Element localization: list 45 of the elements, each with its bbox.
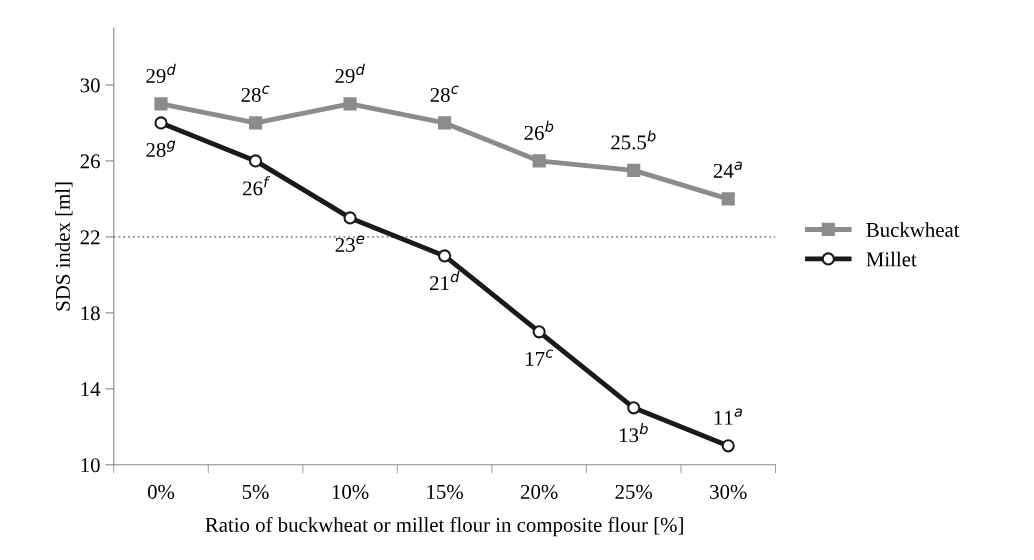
point [343,97,357,111]
data-label: 17$^{c}$ [526,349,554,366]
point [627,163,641,178]
data-label: 29$^{d}$ [146,63,176,83]
x-tick-label: 5% [242,484,269,499]
x-axis-title: Ratio of buckwheat or millet flour in composite flour [%] [205,517,683,537]
data-label: 26$^{b}$ [524,120,554,140]
data-label: 21$^{d}$ [430,270,460,290]
data-label: 28$^{c}$ [241,85,270,102]
data-label: 26$^{f}$ [243,176,271,196]
legend-label: Millet [866,251,917,267]
point [532,325,546,339]
y-tick-label: 30 [80,78,100,93]
data-label: 29$^{d}$ [335,63,365,83]
y-axis-title: SDS index [ml] [55,182,73,311]
point [721,192,735,206]
data-label: 13$^{b}$ [620,423,648,443]
point [438,116,452,130]
x-tick-label: 0% [147,484,175,499]
y-tick-label: 14 [81,382,101,397]
point [343,211,357,225]
point [248,154,263,168]
data-label: 23$^{e}$ [335,235,365,252]
point [627,401,641,415]
data-label: 25.5$^{b}$ [611,130,656,150]
y-tick-label: 18 [81,306,100,321]
x-tick-label: 20% [520,484,558,499]
legend-label: Buckwheat [866,222,960,237]
data-label: 24$^{a}$ [713,161,742,178]
y-tick-label: 10 [81,458,100,473]
y-tick-label: 22 [80,230,100,245]
x-tick-label: 10% [332,484,369,499]
data-label: 11$^{a}$ [714,408,742,425]
point [154,97,168,111]
point [438,249,452,263]
x-tick-label: 15% [427,484,463,499]
data-label: 28$^{c}$ [430,85,459,102]
point [154,116,168,130]
y-tick-label: 26 [80,154,100,169]
point [532,154,546,168]
data-label: 28$^{g}$ [146,140,176,157]
x-tick-label: 30% [710,484,747,499]
point [248,116,263,130]
x-tick-label: 25% [615,484,653,499]
point [721,439,735,453]
